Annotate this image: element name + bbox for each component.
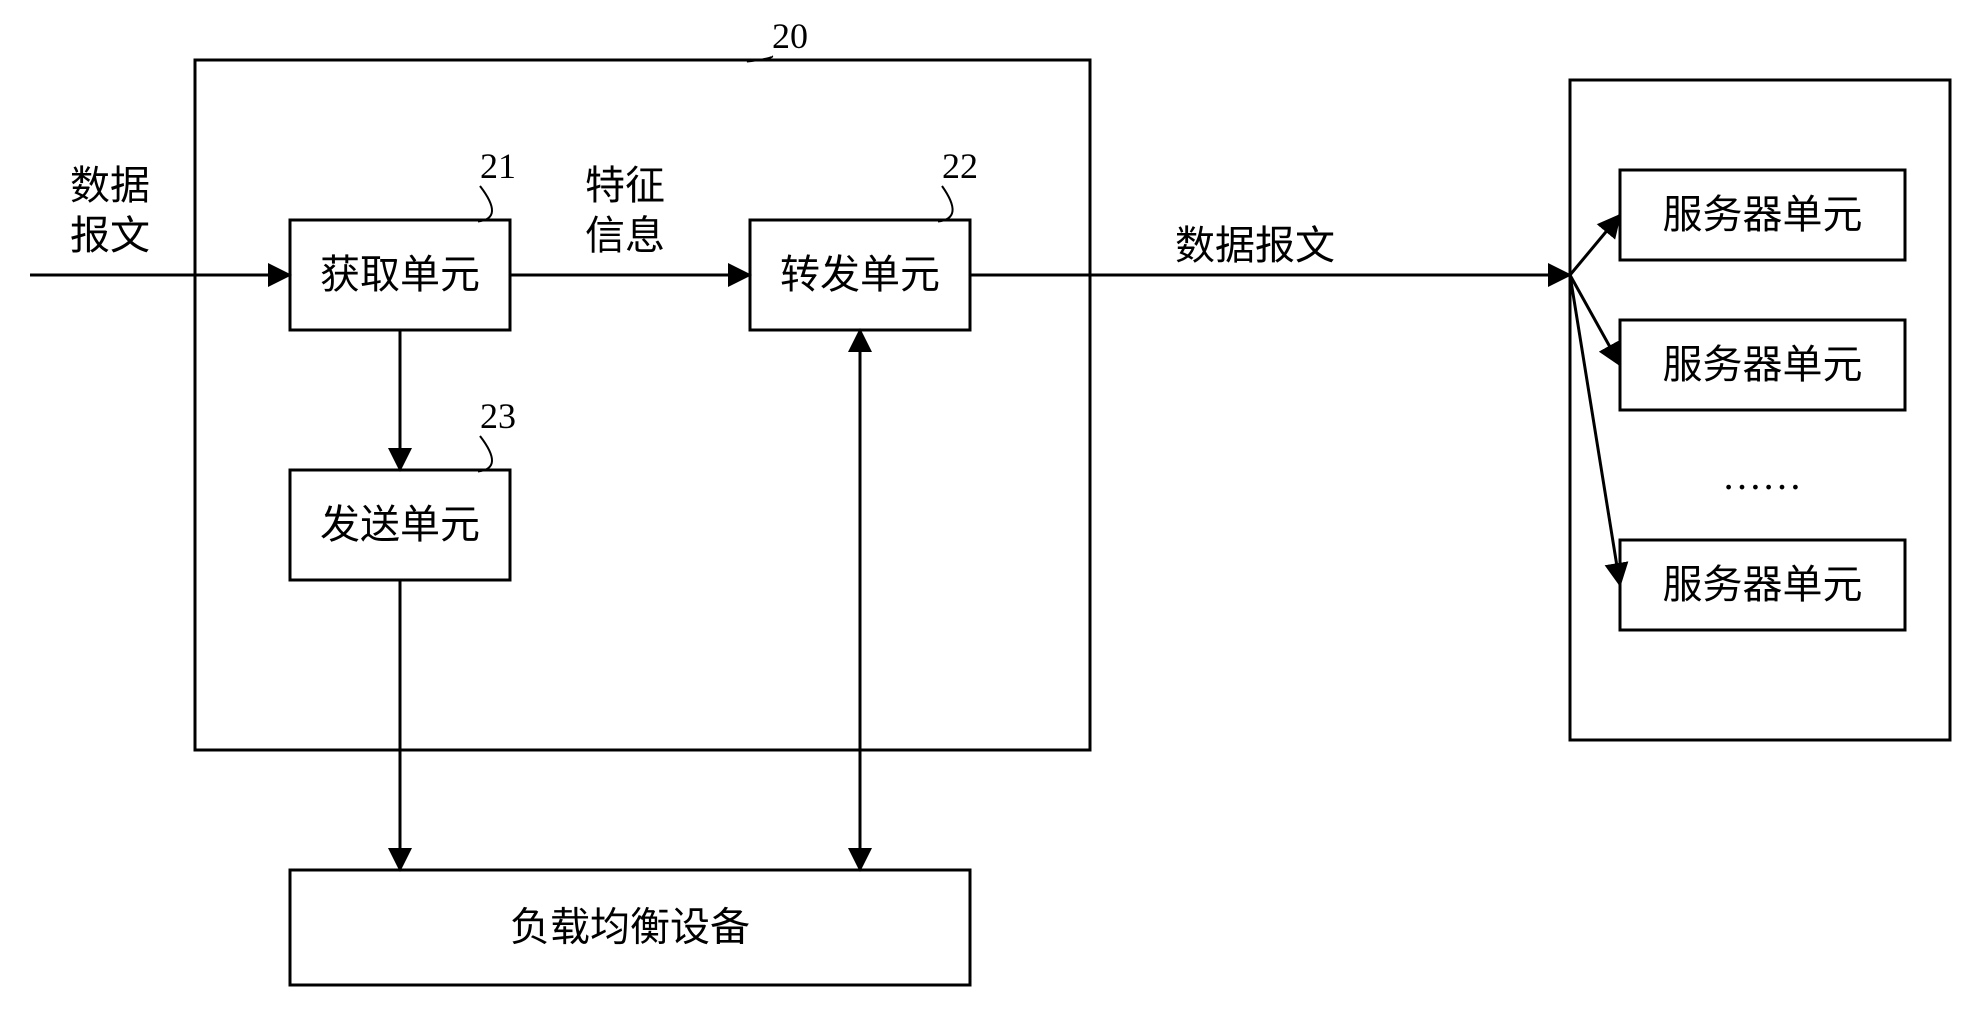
svg-text:负载均衡设备: 负载均衡设备 (510, 905, 750, 950)
svg-text:服务器单元: 服务器单元 (1663, 192, 1863, 237)
svg-text:转发单元: 转发单元 (780, 252, 940, 297)
svg-text:22: 22 (942, 146, 978, 186)
svg-text:21: 21 (480, 146, 516, 186)
svg-text:信息: 信息 (585, 213, 665, 258)
svg-text:特征: 特征 (585, 163, 665, 208)
svg-text:……: …… (1722, 453, 1802, 498)
svg-text:20: 20 (772, 16, 808, 56)
svg-text:数据报文: 数据报文 (1175, 223, 1335, 268)
svg-text:报文: 报文 (70, 213, 150, 258)
svg-text:数据: 数据 (70, 163, 150, 208)
svg-text:获取单元: 获取单元 (320, 252, 480, 297)
svg-text:服务器单元: 服务器单元 (1663, 342, 1863, 387)
svg-text:23: 23 (480, 396, 516, 436)
svg-text:发送单元: 发送单元 (320, 502, 480, 547)
svg-text:服务器单元: 服务器单元 (1663, 562, 1863, 607)
